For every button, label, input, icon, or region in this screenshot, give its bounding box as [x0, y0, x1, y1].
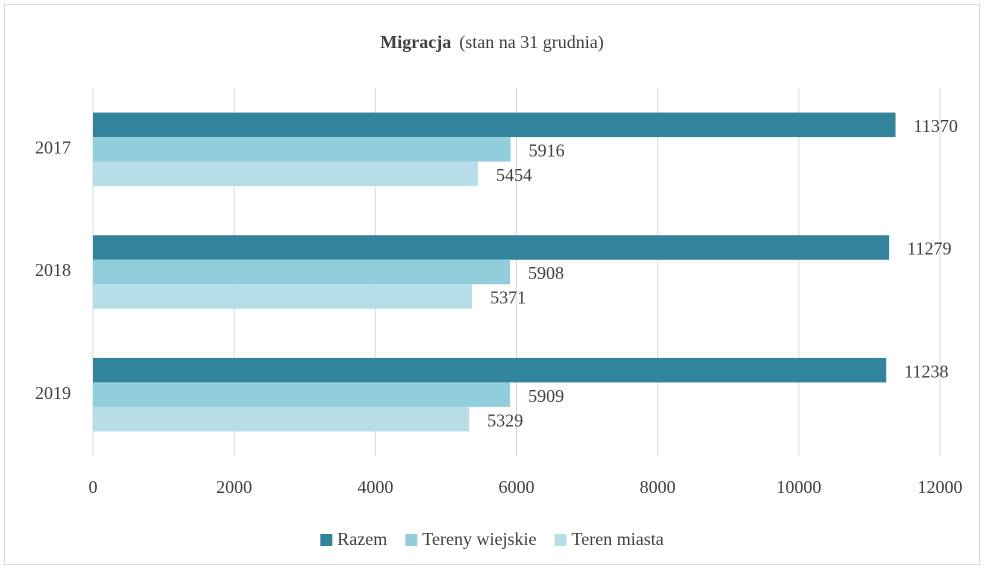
- legend-label: Tereny wiejskie: [422, 529, 536, 549]
- data-label: 5329: [487, 410, 523, 430]
- bar: [93, 284, 473, 309]
- legend-swatch: [554, 534, 567, 546]
- chart-subtitle: (stan na 31 grudnia): [459, 32, 603, 53]
- data-label: 5909: [528, 386, 564, 406]
- x-tick-label: 6000: [499, 477, 535, 497]
- chart-title: Migracja: [380, 32, 451, 52]
- bar: [93, 112, 896, 138]
- data-label: 11238: [904, 361, 948, 381]
- bar: [93, 161, 478, 187]
- data-label: 5454: [496, 165, 532, 185]
- data-label: 5916: [529, 140, 565, 160]
- x-tick-label: 8000: [640, 477, 676, 497]
- bar: [93, 357, 887, 383]
- data-label: 11370: [914, 116, 958, 136]
- y-tick-label: 2017: [35, 137, 71, 157]
- data-label: 11279: [907, 239, 951, 259]
- legend-label: Razem: [337, 529, 387, 549]
- bar: [93, 259, 511, 285]
- y-tick-label: 2019: [35, 383, 71, 403]
- legend: Razem Tereny wiejskie Teren miasta: [320, 529, 664, 549]
- bar: [93, 406, 470, 432]
- chart-title-group: Migracja (stan na 31 grudnia): [380, 32, 603, 53]
- bar: [93, 137, 511, 162]
- x-tick-label: 4000: [357, 477, 393, 497]
- data-label: 5908: [528, 263, 564, 283]
- bar: [93, 382, 511, 407]
- x-tick-label: 0: [89, 477, 98, 497]
- data-label: 5371: [490, 288, 526, 308]
- legend-swatch: [320, 534, 333, 546]
- x-tick-label: 10000: [776, 477, 821, 497]
- bar: [93, 235, 890, 260]
- legend-label: Teren miasta: [571, 529, 663, 549]
- y-tick-label: 2018: [35, 260, 71, 280]
- legend-swatch: [405, 534, 418, 546]
- x-tick-label: 2000: [216, 477, 252, 497]
- x-tick-label: 12000: [918, 477, 963, 497]
